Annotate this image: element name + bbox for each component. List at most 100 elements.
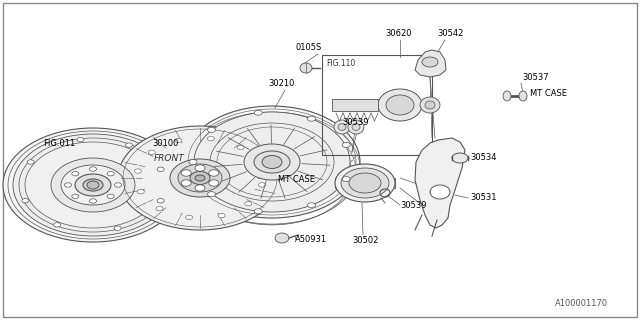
- Ellipse shape: [207, 192, 216, 196]
- Ellipse shape: [209, 180, 219, 186]
- Text: 30210: 30210: [268, 79, 294, 88]
- Ellipse shape: [342, 142, 350, 148]
- Ellipse shape: [65, 183, 72, 187]
- Ellipse shape: [72, 194, 79, 198]
- Ellipse shape: [134, 169, 141, 173]
- Ellipse shape: [61, 165, 125, 205]
- Text: A100001170: A100001170: [555, 299, 608, 308]
- Ellipse shape: [430, 185, 450, 199]
- Ellipse shape: [189, 159, 197, 164]
- Ellipse shape: [54, 223, 61, 227]
- Ellipse shape: [186, 215, 193, 220]
- Ellipse shape: [422, 57, 438, 67]
- Ellipse shape: [25, 142, 161, 228]
- Ellipse shape: [184, 106, 360, 218]
- Ellipse shape: [341, 168, 389, 198]
- Ellipse shape: [22, 198, 29, 203]
- Ellipse shape: [181, 180, 191, 186]
- Text: FRONT: FRONT: [154, 154, 185, 163]
- Ellipse shape: [349, 173, 381, 193]
- Ellipse shape: [244, 144, 300, 180]
- Ellipse shape: [207, 136, 214, 141]
- Polygon shape: [415, 138, 465, 228]
- Ellipse shape: [218, 213, 225, 218]
- Ellipse shape: [118, 126, 282, 230]
- Text: 30542: 30542: [437, 29, 463, 38]
- Ellipse shape: [156, 206, 163, 211]
- Ellipse shape: [209, 170, 219, 176]
- Ellipse shape: [90, 199, 97, 203]
- Ellipse shape: [90, 167, 97, 171]
- Ellipse shape: [452, 153, 468, 163]
- Bar: [322, 55, 432, 155]
- Ellipse shape: [378, 89, 422, 121]
- Ellipse shape: [157, 167, 164, 172]
- Text: 30100: 30100: [152, 139, 179, 148]
- Ellipse shape: [175, 138, 182, 143]
- Ellipse shape: [259, 183, 266, 187]
- Ellipse shape: [77, 138, 84, 142]
- Ellipse shape: [107, 194, 114, 198]
- Ellipse shape: [195, 165, 205, 171]
- Ellipse shape: [138, 189, 144, 194]
- Ellipse shape: [148, 150, 156, 155]
- Text: 30502: 30502: [352, 236, 378, 245]
- Ellipse shape: [170, 159, 230, 197]
- Text: A50931: A50931: [295, 236, 327, 244]
- Ellipse shape: [256, 162, 262, 166]
- Text: FIG.110: FIG.110: [326, 59, 355, 68]
- Ellipse shape: [334, 120, 350, 134]
- Ellipse shape: [190, 172, 210, 185]
- Ellipse shape: [300, 63, 312, 73]
- Text: 30539: 30539: [342, 118, 369, 127]
- Ellipse shape: [386, 95, 414, 115]
- Ellipse shape: [125, 143, 132, 148]
- Ellipse shape: [254, 209, 262, 214]
- Ellipse shape: [207, 127, 216, 132]
- Ellipse shape: [254, 110, 262, 115]
- Ellipse shape: [13, 134, 173, 236]
- Ellipse shape: [244, 202, 252, 206]
- Ellipse shape: [83, 179, 103, 191]
- Text: 0105S: 0105S: [295, 43, 321, 52]
- Ellipse shape: [157, 198, 164, 203]
- Ellipse shape: [307, 203, 316, 208]
- Ellipse shape: [75, 174, 111, 196]
- Text: MT CASE: MT CASE: [530, 89, 567, 98]
- Text: MT CASE: MT CASE: [278, 175, 315, 185]
- Ellipse shape: [194, 112, 350, 212]
- Ellipse shape: [178, 164, 222, 192]
- Ellipse shape: [3, 128, 183, 242]
- Ellipse shape: [420, 97, 440, 113]
- Ellipse shape: [425, 101, 435, 109]
- Ellipse shape: [254, 151, 290, 173]
- Ellipse shape: [51, 158, 135, 212]
- Ellipse shape: [338, 124, 346, 131]
- Text: 30531: 30531: [470, 194, 497, 203]
- Bar: [335, 178, 395, 188]
- Ellipse shape: [275, 233, 289, 243]
- Ellipse shape: [115, 183, 122, 187]
- Polygon shape: [415, 50, 446, 77]
- Ellipse shape: [503, 91, 511, 101]
- Ellipse shape: [519, 91, 527, 101]
- Ellipse shape: [342, 177, 350, 182]
- Ellipse shape: [262, 156, 282, 169]
- Text: FIG.011: FIG.011: [43, 139, 76, 148]
- Ellipse shape: [352, 124, 360, 131]
- Text: 30620: 30620: [385, 29, 412, 38]
- Ellipse shape: [181, 170, 191, 176]
- Ellipse shape: [335, 164, 395, 202]
- Ellipse shape: [307, 116, 316, 121]
- Ellipse shape: [237, 145, 244, 149]
- Ellipse shape: [114, 226, 121, 230]
- Ellipse shape: [348, 120, 364, 134]
- Ellipse shape: [195, 185, 205, 191]
- Ellipse shape: [87, 181, 99, 189]
- Ellipse shape: [27, 160, 34, 164]
- Bar: [332, 99, 378, 111]
- Text: 30539: 30539: [400, 201, 426, 210]
- Ellipse shape: [107, 172, 114, 176]
- Ellipse shape: [72, 172, 79, 176]
- Ellipse shape: [195, 175, 205, 181]
